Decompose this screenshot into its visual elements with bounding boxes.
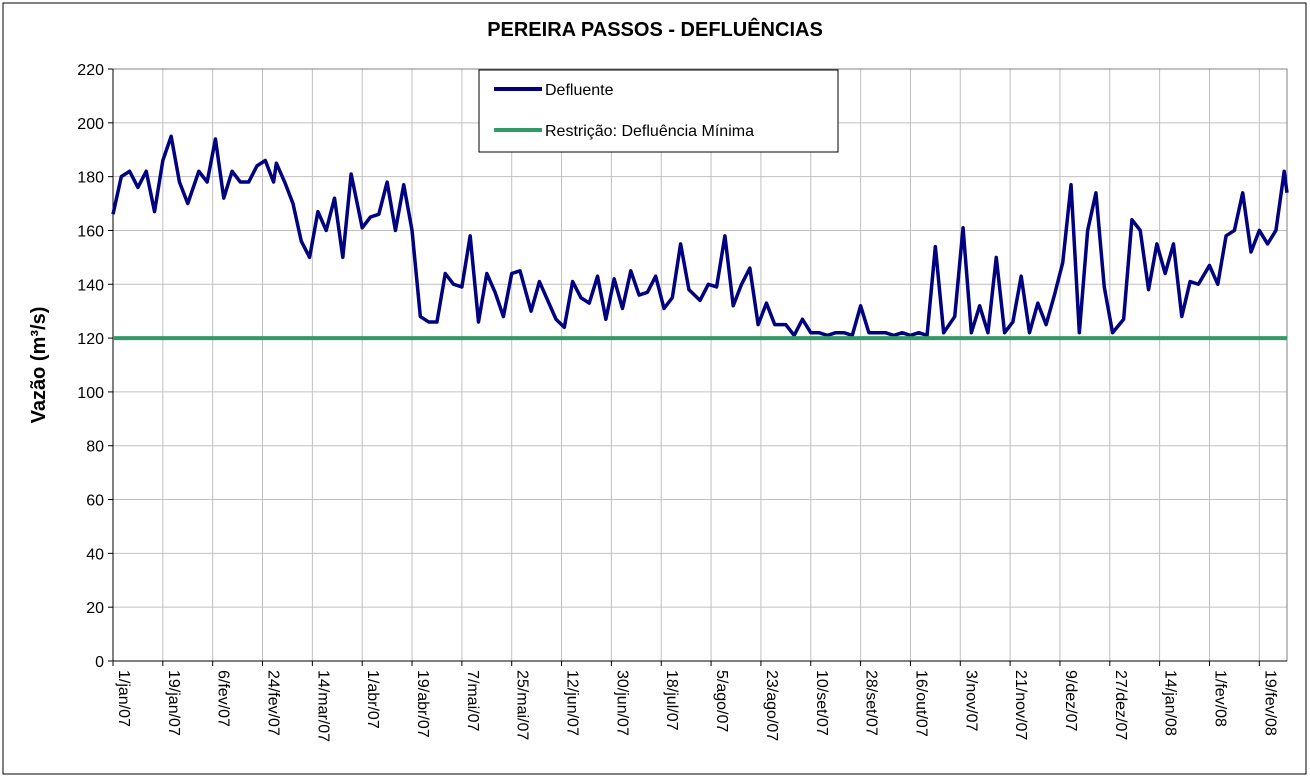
x-tick-label: 23/ago/07: [763, 670, 780, 741]
y-axis-label: Vazão (m³/s): [28, 307, 50, 424]
y-tick-label: 0: [95, 654, 104, 671]
x-tick-label: 25/mai/07: [514, 670, 531, 740]
x-tick-label: 27/dez/07: [1112, 670, 1129, 740]
x-tick-label: 10/set/07: [813, 670, 830, 736]
y-tick-label: 60: [86, 493, 104, 510]
legend-label: Restrição: Defluência Mínima: [545, 123, 754, 140]
y-tick-label: 140: [77, 277, 104, 294]
x-tick-label: 19/abr/07: [414, 670, 431, 738]
chart-title: PEREIRA PASSOS - DEFLUÊNCIAS: [487, 17, 823, 41]
x-tick-label: 21/nov/07: [1012, 670, 1029, 740]
x-tick-label: 5/ago/07: [713, 670, 730, 732]
x-tick-label: 18/jul/07: [663, 670, 680, 731]
y-tick-label: 100: [77, 385, 104, 402]
x-tick-label: 30/jun/07: [613, 670, 630, 736]
x-tick-label: 1/fev/08: [1211, 670, 1228, 727]
plot-area: [113, 69, 1287, 661]
y-tick-label: 80: [86, 439, 104, 456]
y-tick-label: 20: [86, 600, 104, 617]
x-tick-label: 9/dez/07: [1062, 670, 1079, 731]
legend-box: [478, 69, 839, 153]
x-tick-label: 14/jan/08: [1162, 670, 1179, 736]
legend-label: Defluente: [545, 82, 614, 99]
y-tick-label: 200: [77, 116, 104, 133]
x-tick-label: 12/jun/07: [564, 670, 581, 736]
x-tick-label: 7/mai/07: [464, 670, 481, 731]
x-tick-label: 1/jan/07: [115, 670, 132, 727]
x-tick-label: 14/mar/07: [314, 670, 331, 742]
x-tick-label: 24/fev/07: [265, 670, 282, 736]
y-tick-label: 120: [77, 331, 104, 348]
y-tick-label: 220: [77, 62, 104, 79]
y-tick-label: 160: [77, 223, 104, 240]
y-tick-label: 40: [86, 546, 104, 563]
x-tick-label: 1/abr/07: [364, 670, 381, 729]
y-tick-label: 180: [77, 170, 104, 187]
x-tick-label: 3/nov/07: [962, 670, 979, 731]
x-tick-label: 6/fev/07: [215, 670, 232, 727]
x-tick-label: 28/set/07: [863, 670, 880, 736]
x-tick-label: 16/out/07: [912, 670, 929, 737]
x-tick-label: 19/jan/07: [165, 670, 182, 736]
x-tick-label: 19/fev/08: [1261, 670, 1278, 736]
series-line: [111, 134, 1289, 338]
